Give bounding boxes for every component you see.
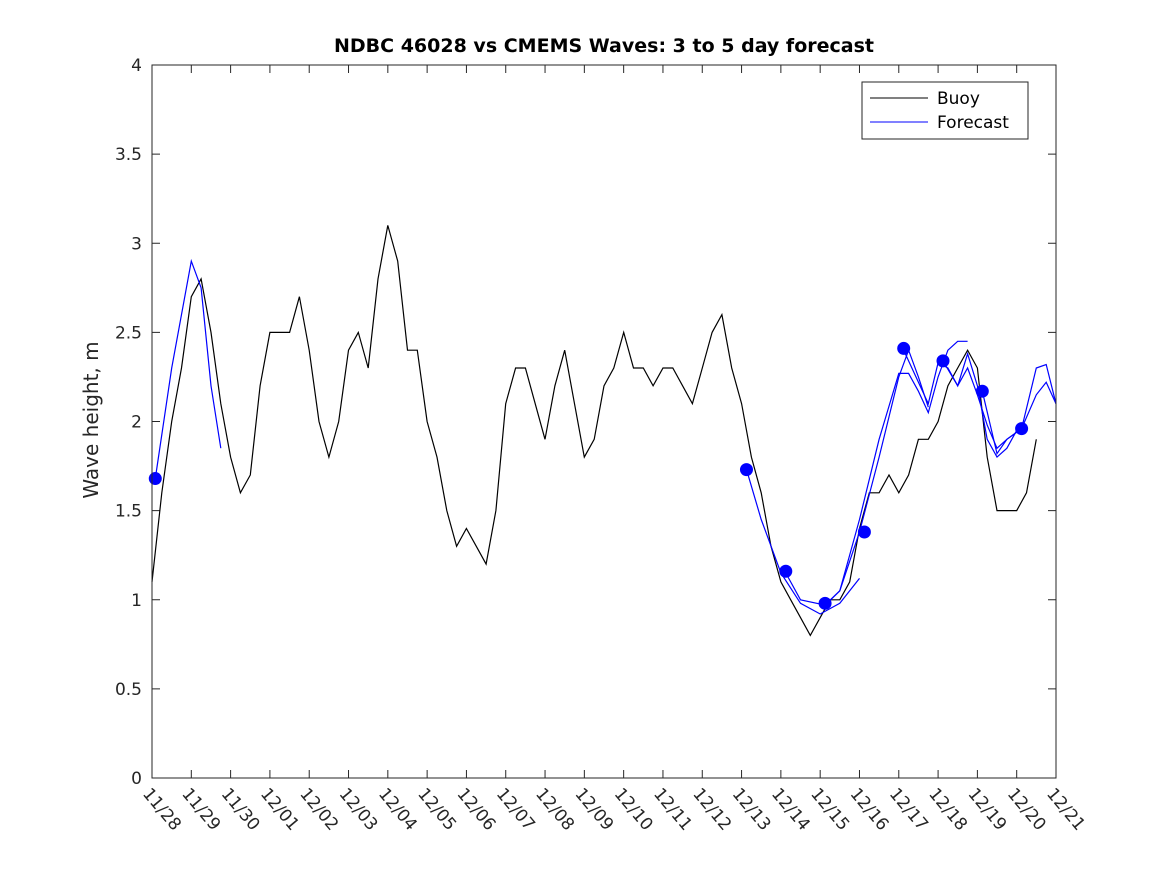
y-tick-label: 1 bbox=[131, 591, 142, 611]
series-forecast-line bbox=[745, 469, 860, 615]
series-forecast-line bbox=[903, 349, 1018, 459]
forecast-point bbox=[857, 525, 871, 539]
forecast-point bbox=[936, 354, 950, 368]
forecast-point bbox=[148, 472, 162, 486]
chart-title: NDBC 46028 vs CMEMS Waves: 3 to 5 day fo… bbox=[334, 35, 874, 57]
forecast-markers bbox=[148, 341, 1029, 610]
y-axis-label: Wave height, m bbox=[79, 341, 103, 498]
y-tick-label: 4 bbox=[131, 56, 142, 76]
y-tick-label: 2 bbox=[131, 413, 142, 433]
plot-frame bbox=[151, 64, 1057, 779]
legend-box bbox=[861, 81, 1029, 140]
y-tick-label: 3 bbox=[131, 234, 142, 254]
forecast-point bbox=[779, 564, 793, 578]
series-forecast-line bbox=[824, 340, 968, 606]
forecast-point bbox=[897, 341, 911, 355]
legend: Buoy Forecast bbox=[861, 81, 1029, 140]
legend-buoy-label: Buoy bbox=[937, 89, 980, 109]
series-buoy-line bbox=[151, 225, 1037, 637]
series-forecast-line bbox=[154, 258, 222, 479]
forecast-point bbox=[818, 596, 832, 610]
axis-ticks bbox=[151, 64, 1057, 779]
plot-lines bbox=[151, 225, 1057, 637]
forecast-point bbox=[975, 384, 989, 398]
y-tick-label: 1.5 bbox=[115, 502, 142, 522]
y-tick-label: 2.5 bbox=[115, 323, 142, 343]
y-tick-labels: 0 0.5 1 1.5 2 2.5 3 3.5 4 bbox=[115, 56, 142, 789]
y-tick-label: 0.5 bbox=[115, 680, 142, 700]
y-tick-label: 0 bbox=[131, 769, 142, 789]
forecast-point bbox=[1015, 422, 1029, 436]
forecast-point bbox=[739, 463, 753, 477]
legend-forecast-label: Forecast bbox=[937, 113, 1009, 133]
y-tick-label: 3.5 bbox=[115, 145, 142, 165]
series-forecast-line bbox=[942, 360, 1057, 450]
series-forecast-line bbox=[785, 348, 929, 606]
